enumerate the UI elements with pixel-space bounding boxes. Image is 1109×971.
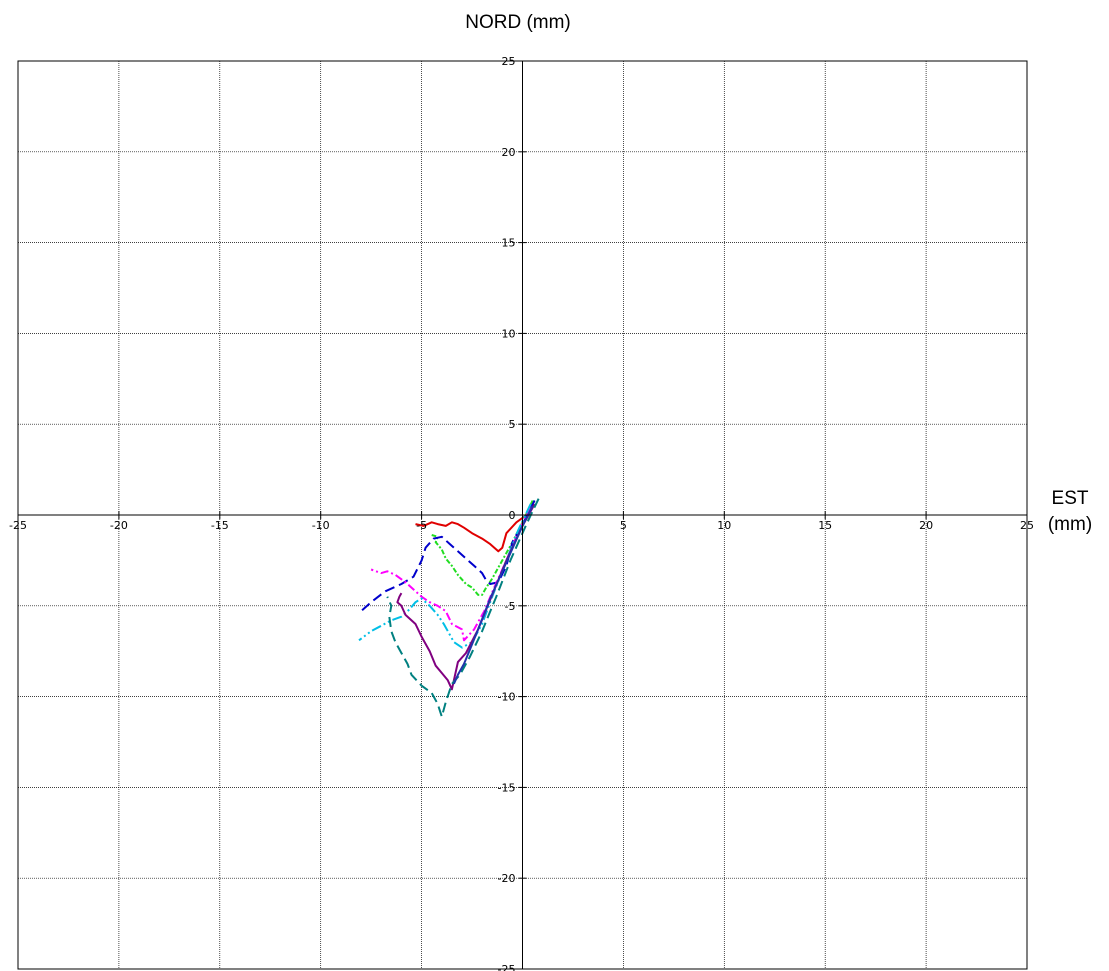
y-tick-label: 20: [502, 146, 516, 159]
tick-labels: -25 -20 -15 -10 -5 5 10 15 20 252520151050-5-10-1…: [9, 55, 1034, 971]
x-axis-label-line1: EST: [1052, 488, 1089, 509]
y-tick-label: -15: [498, 781, 516, 794]
y-tick-label: -25: [498, 963, 516, 971]
x-axis-label-line2: (mm): [1048, 514, 1092, 535]
series-line-2: [431, 500, 534, 596]
series-line-8: [452, 505, 534, 685]
x-tick-label: -5: [416, 519, 427, 532]
x-tick-label: -20: [110, 519, 128, 532]
y-tick-label: 5: [509, 418, 516, 431]
x-tick-label: -15: [211, 519, 229, 532]
x-tick-label: 20: [919, 519, 933, 532]
series-line-4: [370, 507, 532, 642]
y-tick-label: -10: [498, 691, 516, 704]
series-group: [358, 498, 540, 718]
x-tick-label: 10: [717, 519, 731, 532]
series-line-1: [415, 505, 534, 553]
y-tick-label: -20: [498, 872, 516, 885]
x-tick-label: 15: [818, 519, 832, 532]
y-tick-label: 15: [502, 237, 516, 250]
axes: [17, 60, 1028, 970]
chart-title: NORD (mm): [465, 12, 571, 33]
y-tick-label: 10: [502, 327, 516, 340]
y-tick-label: 0: [509, 509, 516, 522]
y-tick-label: -5: [505, 600, 516, 613]
x-tick-label: 5: [620, 519, 627, 532]
plot-frame: [17, 60, 1028, 970]
x-tick-label: -10: [312, 519, 330, 532]
series-line-7: [386, 498, 540, 718]
